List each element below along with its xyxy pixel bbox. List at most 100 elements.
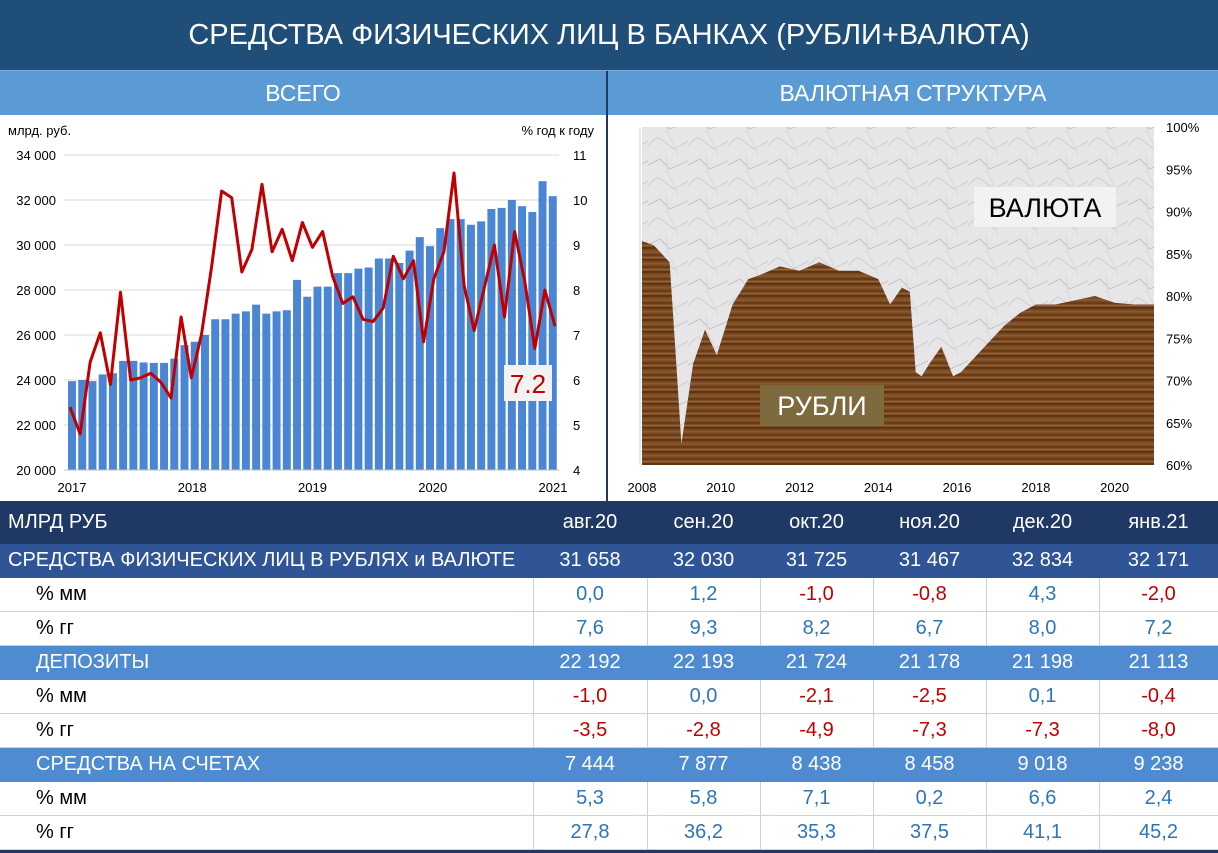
bar	[507, 200, 516, 470]
bar	[200, 335, 209, 470]
table-cell: -0,8	[873, 577, 987, 612]
bar	[538, 181, 547, 470]
table-row: СРЕДСТВА НА СЧЕТАХ 7 444 7 877 8 438 8 458 9 …	[0, 747, 1218, 782]
right-tick-label: 100%	[1166, 120, 1200, 135]
table-cell: 36,2	[647, 815, 761, 850]
row-label: % мм	[0, 577, 534, 612]
table-cell: -2,1	[760, 679, 874, 714]
right-tick-label: 95%	[1166, 162, 1192, 177]
table-row: СРЕДСТВА ФИЗИЧЕСКИХ ЛИЦ В РУБЛЯХ и ВАЛЮТ…	[0, 543, 1218, 578]
bar	[160, 362, 169, 470]
bar	[180, 345, 189, 470]
bar	[456, 219, 465, 470]
last-value-label: 7.2	[510, 369, 546, 399]
total-chart-panel: 20 000 22 000 24 000 26 000 28 000 30 000 32 0…	[0, 115, 606, 501]
row-label: % гг	[0, 713, 534, 748]
column-header: ноя.20	[873, 501, 987, 544]
x-tick-label: 2008	[628, 480, 657, 495]
bar	[252, 304, 261, 470]
table-cell: 8,2	[760, 611, 874, 646]
table-cell: -1,0	[533, 679, 648, 714]
x-tick-label: 2016	[943, 480, 972, 495]
bar	[149, 362, 158, 470]
bar	[129, 360, 138, 470]
table-cell: -2,8	[647, 713, 761, 748]
column-header: авг.20	[533, 501, 648, 544]
yoy-growth-line	[68, 171, 557, 436]
table-cell: 31 467	[873, 543, 987, 578]
right-tick-label: 85%	[1166, 247, 1192, 262]
summary-table: МЛРД РУБ авг.20 сен.20 окт.20 ноя.20 дек.20 ян…	[0, 501, 1218, 850]
table-cell: 9 018	[986, 747, 1100, 782]
table-cell: -3,5	[533, 713, 648, 748]
row-label: % гг	[0, 611, 534, 646]
left-tick-label: 32 000	[16, 193, 56, 208]
table-cell: 8,0	[986, 611, 1100, 646]
bar	[446, 219, 455, 470]
table-cell: 41,1	[986, 815, 1100, 850]
table-header-label: МЛРД РУБ	[0, 501, 534, 544]
table-cell: -7,3	[873, 713, 987, 748]
ruble-label-box	[760, 385, 884, 425]
bar	[313, 286, 322, 470]
table-cell: 1,2	[647, 577, 761, 612]
table-cell: 32 030	[647, 543, 761, 578]
table-row: % мм -1,0 0,0 -2,1 -2,5 0,1 -0,4	[0, 679, 1218, 714]
bar	[241, 311, 250, 470]
bar	[68, 381, 76, 470]
table-cell: 4,3	[986, 577, 1100, 612]
x-tick-label: 2018	[178, 480, 207, 495]
table-cell: -1,0	[760, 577, 874, 612]
table-cell: -7,3	[986, 713, 1100, 748]
bar	[282, 310, 291, 470]
table-cell: 21 113	[1099, 645, 1218, 680]
table-cell: 0,0	[647, 679, 761, 714]
left-tick-label: 34 000	[16, 148, 56, 163]
currency-label: ВАЛЮТА	[989, 193, 1102, 223]
left-tick-label: 24 000	[16, 373, 56, 388]
bar	[190, 341, 199, 470]
page-title: СРЕДСТВА ФИЗИЧЕСКИХ ЛИЦ В БАНКАХ (РУБЛИ+…	[0, 0, 1218, 71]
left-axis-label: млрд. руб.	[8, 123, 71, 138]
row-label: % мм	[0, 679, 534, 714]
table-cell: -2,5	[873, 679, 987, 714]
bar	[333, 273, 342, 470]
bar	[231, 313, 240, 470]
bar	[497, 207, 506, 470]
table-cell: 5,3	[533, 781, 648, 816]
table-cell: 31 658	[533, 543, 648, 578]
column-header: дек.20	[986, 501, 1100, 544]
right-tick-label: 4	[573, 463, 580, 478]
right-tick-label: 90%	[1166, 205, 1192, 220]
bar	[405, 250, 414, 470]
table-cell: 7 877	[647, 747, 761, 782]
x-tick-label: 2017	[58, 480, 87, 495]
ruble-label: РУБЛИ	[777, 391, 866, 421]
table-row: % мм 5,3 5,8 7,1 0,2 6,6 2,4	[0, 781, 1218, 816]
bar	[272, 311, 281, 470]
right-tick-label: 65%	[1166, 416, 1192, 431]
bar	[303, 296, 312, 470]
table-cell: 37,5	[873, 815, 987, 850]
table-cell: -8,0	[1099, 713, 1218, 748]
right-chart-title: ВАЛЮТНАЯ СТРУКТУРА	[608, 71, 1218, 115]
table-cell: 7,2	[1099, 611, 1218, 646]
table-cell: 32 171	[1099, 543, 1218, 578]
table-cell: 22 192	[533, 645, 648, 680]
bar	[518, 206, 527, 470]
right-tick-label: 9	[573, 238, 580, 253]
table-cell: 31 725	[760, 543, 874, 578]
table-cell: 6,7	[873, 611, 987, 646]
column-header: окт.20	[760, 501, 874, 544]
table-cell: 21 178	[873, 645, 987, 680]
right-tick-label: 75%	[1166, 331, 1192, 346]
bar	[98, 374, 107, 470]
bar	[108, 373, 117, 470]
table-cell: 6,6	[986, 781, 1100, 816]
column-header: янв.21	[1099, 501, 1218, 544]
bar	[170, 358, 179, 470]
table-cell: 45,2	[1099, 815, 1218, 850]
table-row: % мм 0,0 1,2 -1,0 -0,8 4,3 -2,0	[0, 577, 1218, 612]
right-tick-label: 80%	[1166, 289, 1192, 304]
table-cell: -2,0	[1099, 577, 1218, 612]
